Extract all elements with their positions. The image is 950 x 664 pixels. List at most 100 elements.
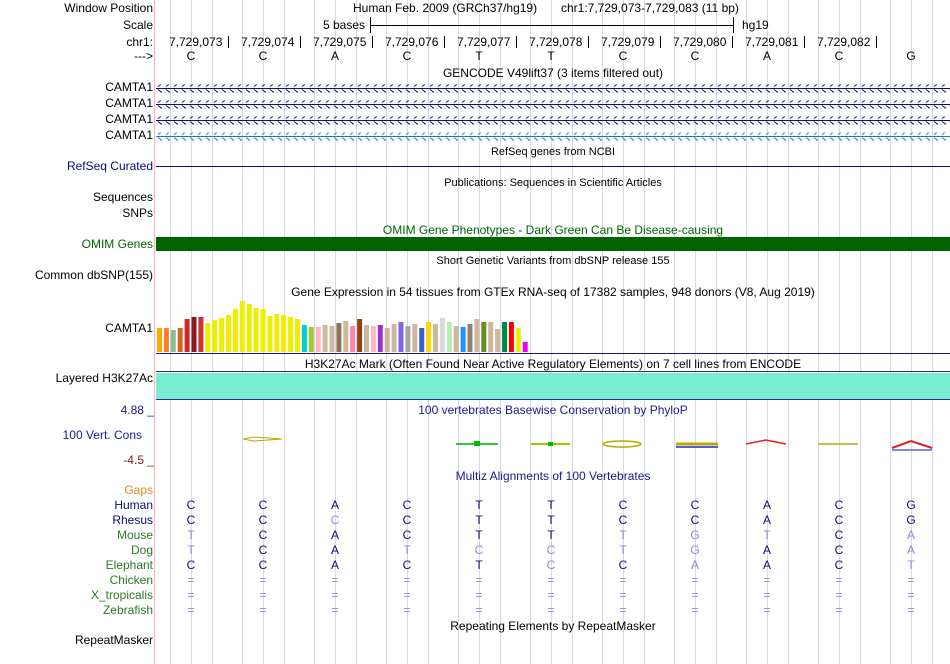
repeatmasker-track-label[interactable]: RepeatMasker <box>74 633 153 647</box>
h3k27ac-track-label[interactable]: Layered H3K27Ac <box>55 371 153 385</box>
gtex-tissue-bar[interactable] <box>281 315 287 352</box>
species-label[interactable]: Rhesus <box>112 513 153 527</box>
refseq-gene[interactable] <box>156 166 950 167</box>
gtex-tissue-bar[interactable] <box>446 322 452 352</box>
gencode-transcript[interactable] <box>156 100 950 109</box>
gtex-tissue-bar[interactable] <box>253 308 259 352</box>
gtex-tissue-bar[interactable] <box>246 304 252 352</box>
gtex-tissue-bar[interactable] <box>170 330 176 352</box>
gtex-tissue-bar[interactable] <box>184 319 190 352</box>
sequence-base: G <box>906 49 916 63</box>
alignment-base: = <box>691 573 699 587</box>
species-label[interactable]: Human <box>114 498 153 512</box>
gtex-tissue-bar[interactable] <box>481 322 487 352</box>
phylop-glyphs[interactable] <box>0 430 950 454</box>
gtex-tissue-bar[interactable] <box>419 328 425 352</box>
species-label[interactable]: Chicken <box>109 573 153 587</box>
gtex-tissue-bar[interactable] <box>315 327 321 352</box>
publications-snps-label[interactable]: SNPs <box>122 206 153 220</box>
gtex-tissue-bar[interactable] <box>329 326 335 352</box>
dbsnp-track-label[interactable]: Common dbSNP(155) <box>34 268 153 282</box>
gtex-tissue-bar[interactable] <box>301 325 307 352</box>
gtex-tissue-bar[interactable] <box>364 325 369 352</box>
gtex-tissue-bar[interactable] <box>474 319 480 352</box>
alignment-base: = <box>835 603 843 617</box>
phylop-glyph <box>602 440 642 448</box>
gtex-tissue-bar[interactable] <box>232 309 238 352</box>
alignment-base: C <box>258 543 268 557</box>
gencode-transcript[interactable] <box>156 132 950 141</box>
gtex-tissue-bar[interactable] <box>502 322 507 352</box>
gtex-tissue-bar[interactable] <box>495 329 501 352</box>
alignment-base: = <box>403 588 411 602</box>
gtex-tissue-bar[interactable] <box>336 323 342 352</box>
gtex-tissue-bar[interactable] <box>205 323 211 352</box>
refseq-track-label[interactable]: RefSeq Curated <box>66 159 153 173</box>
gtex-tissue-bar[interactable] <box>508 322 514 352</box>
gencode-item-label[interactable]: CAMTA1 <box>105 112 153 126</box>
gtex-tissue-bar[interactable] <box>515 328 521 352</box>
gtex-tissue-bar[interactable] <box>295 319 300 352</box>
gtex-tissue-bar[interactable] <box>357 319 363 352</box>
gencode-transcript[interactable] <box>156 116 950 125</box>
gtex-tissue-bar[interactable] <box>398 322 404 352</box>
gencode-transcript[interactable] <box>156 84 950 93</box>
gencode-item-label[interactable]: CAMTA1 <box>105 80 153 94</box>
gtex-tissue-bar[interactable] <box>322 325 328 352</box>
gtex-tissue-bar[interactable] <box>260 309 266 352</box>
omim-phenotype-bar[interactable] <box>156 237 950 251</box>
alignment-base: C <box>402 498 412 512</box>
h3k27ac-signal[interactable] <box>156 373 950 399</box>
gtex-tissue-bar[interactable] <box>467 324 473 352</box>
gtex-tissue-bar[interactable] <box>460 327 466 352</box>
coordinate-tick: 7,729,074 <box>241 35 295 49</box>
gtex-tissue-bar[interactable] <box>226 315 231 352</box>
gencode-transcripts[interactable] <box>156 80 950 144</box>
gtex-tissue-bar[interactable] <box>219 318 225 352</box>
gtex-expression-chart[interactable] <box>156 300 950 354</box>
gtex-tissue-bar[interactable] <box>453 326 459 352</box>
species-label[interactable]: Mouse <box>116 528 153 542</box>
gtex-tissue-bar[interactable] <box>391 324 397 352</box>
gtex-tissue-bar[interactable] <box>177 328 183 352</box>
alignment-base: = <box>475 603 483 617</box>
species-label[interactable]: X_tropicalis <box>90 588 153 602</box>
multiz-gaps-label[interactable]: Gaps <box>124 483 153 497</box>
gtex-tissue-bar[interactable] <box>274 314 280 352</box>
gtex-tissue-bar[interactable] <box>426 322 432 352</box>
gtex-tissue-bar[interactable] <box>239 301 245 352</box>
species-label[interactable]: Elephant <box>105 558 153 572</box>
gtex-tissue-bar[interactable] <box>267 316 273 352</box>
gtex-tissue-bar[interactable] <box>157 328 162 352</box>
alignment-base: A <box>762 513 771 527</box>
omim-track-label[interactable]: OMIM Genes <box>81 237 153 251</box>
phylop-track-label[interactable]: 100 Vert. Cons <box>62 428 142 442</box>
alignment-base: C <box>258 528 268 542</box>
gencode-item-label[interactable]: CAMTA1 <box>105 96 153 110</box>
gtex-tissue-bar[interactable] <box>488 322 494 352</box>
species-label[interactable]: Dog <box>130 543 153 557</box>
gtex-tissue-bar[interactable] <box>405 326 411 352</box>
alignment-base: = <box>187 603 195 617</box>
gtex-tissue-bar[interactable] <box>212 320 218 352</box>
gtex-tissue-bar[interactable] <box>522 342 528 352</box>
gtex-tissue-bar[interactable] <box>343 321 349 352</box>
gencode-item-label[interactable]: CAMTA1 <box>105 128 153 142</box>
species-label[interactable]: Zebrafish <box>102 603 153 617</box>
gtex-tissue-bar[interactable] <box>191 317 197 352</box>
gtex-tissue-bar[interactable] <box>412 324 418 352</box>
gtex-tissue-bar[interactable] <box>384 328 390 352</box>
publications-sequences-label[interactable]: Sequences <box>92 190 153 204</box>
gtex-tissue-bar[interactable] <box>350 326 356 352</box>
gtex-tissue-bar[interactable] <box>163 328 169 352</box>
alignment-base: A <box>330 543 339 557</box>
gtex-tissue-bar[interactable] <box>198 317 204 352</box>
gtex-tissue-bar[interactable] <box>288 317 294 352</box>
gtex-tissue-bar[interactable] <box>433 324 438 352</box>
gtex-tissue-bar[interactable] <box>370 326 376 352</box>
gtex-tissue-bar[interactable] <box>308 327 314 352</box>
gtex-tissue-bar[interactable] <box>439 318 445 352</box>
gtex-track-label[interactable]: CAMTA1 <box>105 321 153 335</box>
gtex-tissue-bar[interactable] <box>377 325 383 352</box>
alignment-base: = <box>331 603 339 617</box>
